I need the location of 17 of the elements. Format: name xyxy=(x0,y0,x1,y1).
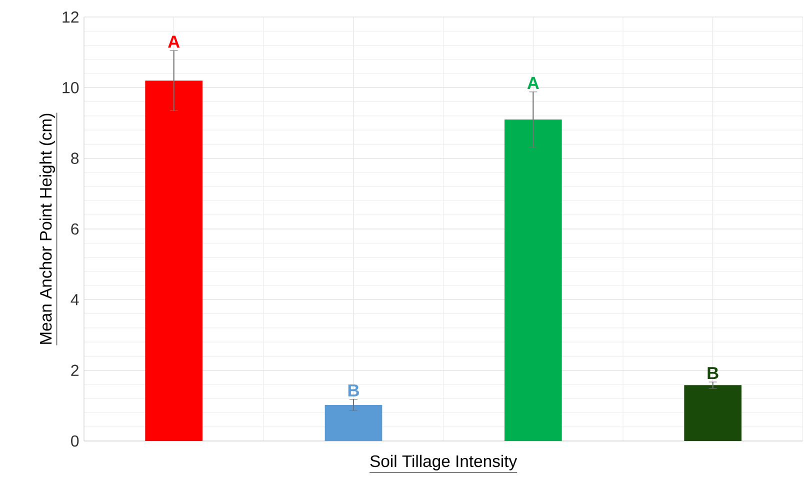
y-tick-label: 4 xyxy=(70,294,79,306)
bar xyxy=(684,385,742,441)
y-tick-label: 12 xyxy=(62,11,78,23)
y-tick-label: 8 xyxy=(71,152,79,164)
y-tick-label: 2 xyxy=(71,364,78,376)
y-tick-label: 6 xyxy=(71,223,79,235)
y-tick-label: 10 xyxy=(62,82,79,94)
annotation: B xyxy=(708,367,718,380)
annotation: B xyxy=(348,384,359,396)
bar xyxy=(145,80,202,441)
bar xyxy=(504,119,562,441)
annotation: A xyxy=(168,36,180,48)
annotation: A xyxy=(527,77,539,89)
x-axis-title: Soil Tillage Intensity xyxy=(370,454,518,470)
y-tick-label: 0 xyxy=(71,435,79,447)
bar xyxy=(324,404,382,441)
y-axis-title: Mean Anchor Point Height (cm) xyxy=(39,114,55,344)
